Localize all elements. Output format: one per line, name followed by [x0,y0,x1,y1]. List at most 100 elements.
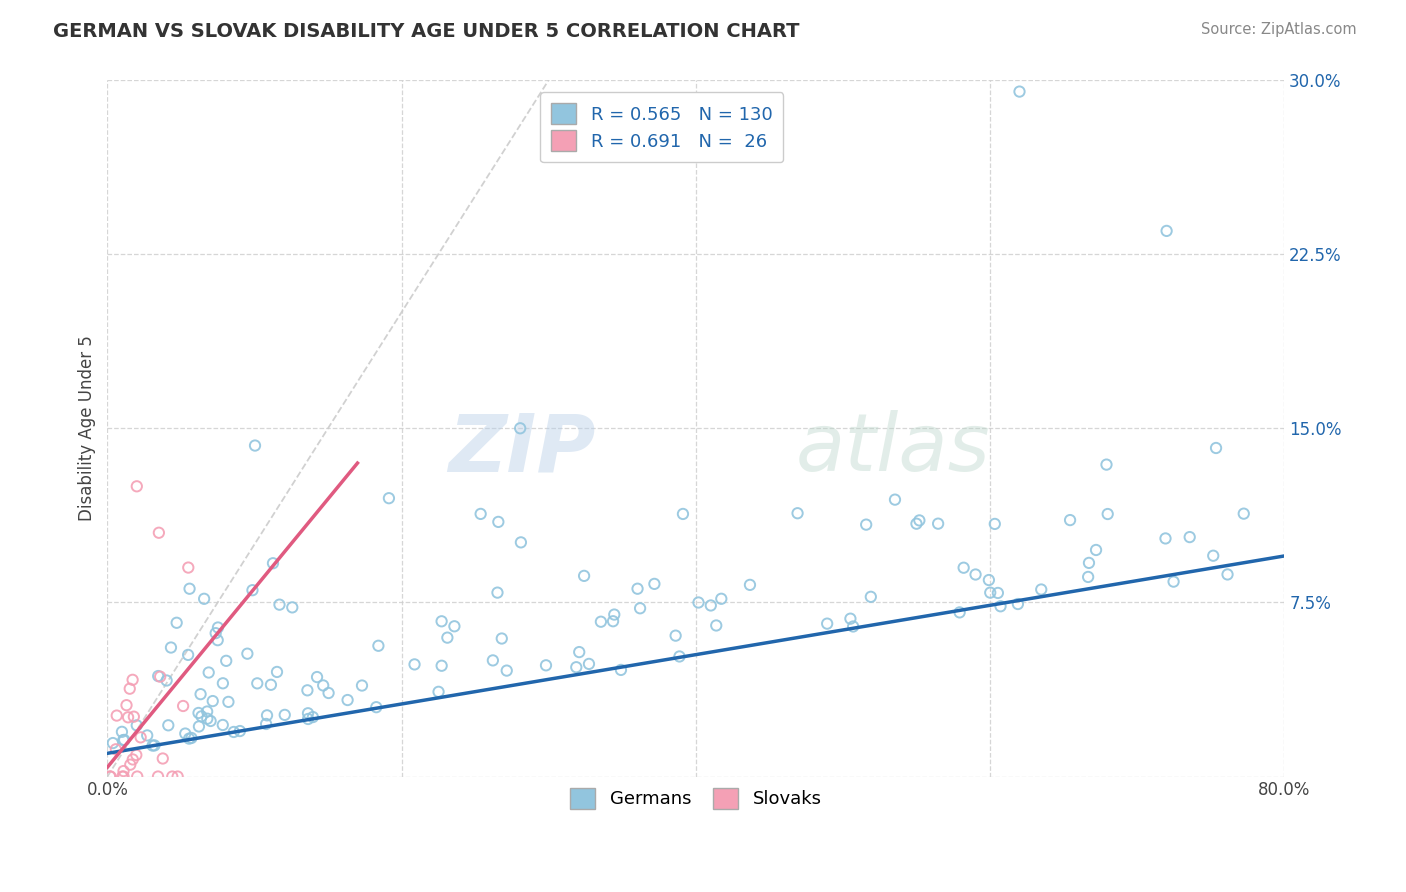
Point [187,706,209,720]
Point [121,673,143,687]
Point [668,649,690,664]
Point [118,681,141,696]
Point [190,709,212,723]
Point [112,732,135,747]
Point [366,700,388,714]
Point [318,686,340,700]
Point [177,560,200,574]
Point [949,606,972,620]
Point [572,569,595,583]
Point [626,582,648,596]
Point [1178,530,1201,544]
Point [243,439,266,453]
Point [578,657,600,671]
Point [100,770,122,784]
Point [179,731,201,746]
Point [143,739,166,753]
Point [908,513,931,527]
Point [610,663,633,677]
Point [193,591,215,606]
Point [246,676,269,690]
Point [486,515,509,529]
Point [1205,441,1227,455]
Point [470,507,492,521]
Text: ZIP: ZIP [449,410,596,488]
Point [160,640,183,655]
Point [486,585,509,599]
Point [197,665,219,680]
Point [965,567,987,582]
Point [436,631,458,645]
Legend: Germans, Slovaks: Germans, Slovaks [560,777,832,820]
Point [207,633,229,648]
Point [105,708,128,723]
Point [111,724,134,739]
Point [534,658,557,673]
Point [146,770,169,784]
Point [297,683,319,698]
Point [262,556,284,570]
Point [215,654,238,668]
Point [815,616,838,631]
Y-axis label: Disability Age Under 5: Disability Age Under 5 [79,335,96,521]
Text: atlas: atlas [796,410,991,488]
Point [404,657,426,672]
Point [136,728,159,742]
Point [378,491,401,506]
Point [704,618,727,632]
Point [127,770,149,784]
Point [430,658,453,673]
Point [1085,543,1108,558]
Point [157,718,180,732]
Point [297,712,319,726]
Point [129,731,152,745]
Point [509,421,531,435]
Point [217,695,239,709]
Point [688,595,710,609]
Point [254,717,277,731]
Point [101,736,124,750]
Point [222,725,245,739]
Point [1202,549,1225,563]
Point [427,685,450,699]
Point [187,719,209,733]
Point [927,516,949,531]
Point [179,582,201,596]
Point [700,599,723,613]
Point [207,620,229,634]
Point [443,619,465,633]
Point [148,525,170,540]
Point [482,653,505,667]
Point [112,770,135,784]
Point [142,739,165,753]
Point [229,724,252,739]
Point [125,479,148,493]
Point [112,733,135,747]
Point [211,718,233,732]
Point [628,601,651,615]
Point [603,607,626,622]
Point [987,586,1010,600]
Point [115,698,138,713]
Point [1008,85,1031,99]
Point [602,614,624,628]
Point [738,578,761,592]
Point [256,708,278,723]
Point [281,600,304,615]
Point [565,660,588,674]
Point [509,535,531,549]
Point [952,560,974,574]
Point [149,670,172,684]
Point [491,632,513,646]
Point [430,615,453,629]
Point [162,770,184,784]
Point [152,751,174,765]
Point [495,664,517,678]
Point [839,612,862,626]
Point [297,706,319,721]
Point [350,679,373,693]
Point [125,747,148,762]
Text: GERMAN VS SLOVAK DISABILITY AGE UNDER 5 CORRELATION CHART: GERMAN VS SLOVAK DISABILITY AGE UNDER 5 … [53,22,800,41]
Point [195,712,218,726]
Point [112,764,135,778]
